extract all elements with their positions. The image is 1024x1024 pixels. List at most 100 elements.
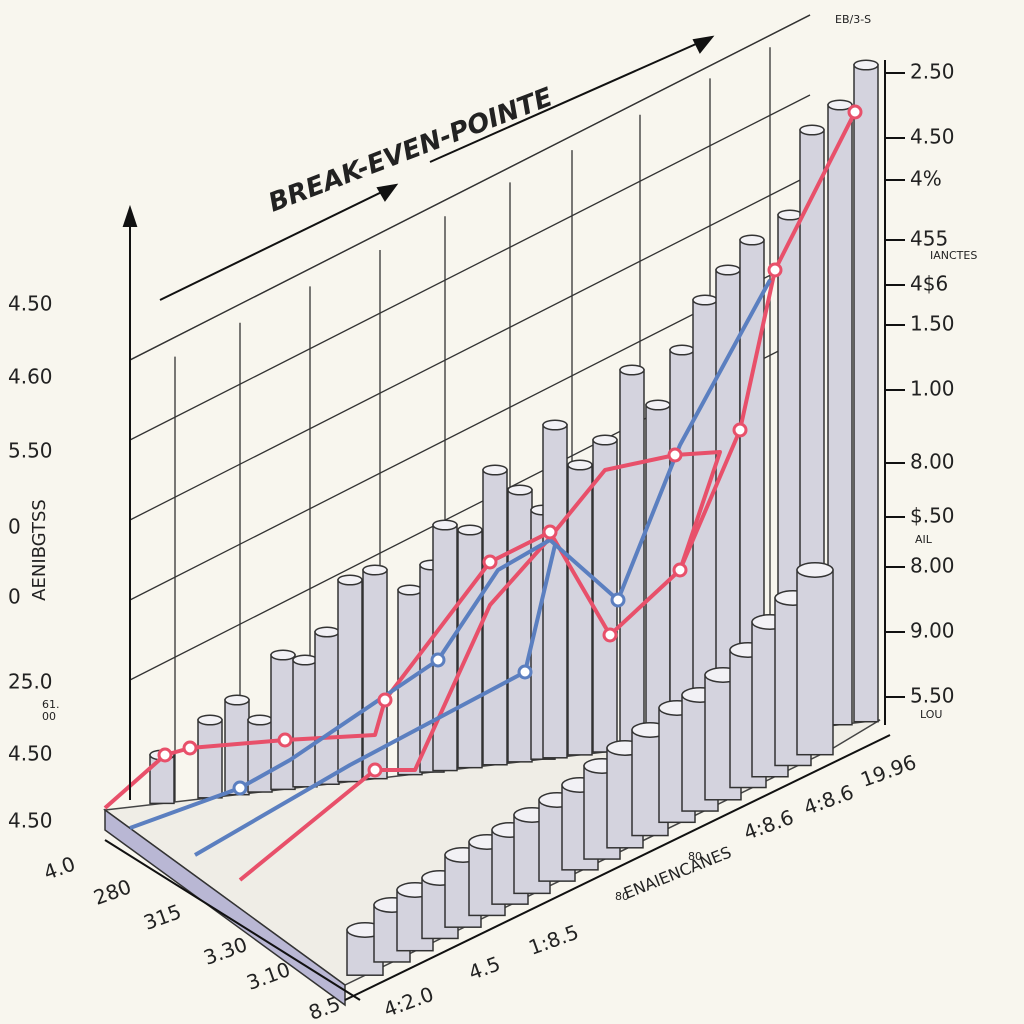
dot <box>847 104 863 120</box>
dot <box>367 762 383 778</box>
right-tick-label: 5.50 <box>910 684 955 708</box>
left-tick-label: 4.60 <box>8 365 53 389</box>
cylinder-body <box>224 699 250 796</box>
cylinder-top <box>197 714 223 726</box>
cylinder-body <box>619 369 645 750</box>
cylinder-top <box>457 524 483 536</box>
blue-line <box>129 279 772 830</box>
cylinder-top <box>592 434 618 446</box>
right-tick-label: 4.50 <box>910 125 955 149</box>
dot <box>182 740 198 756</box>
grid-line <box>129 94 811 441</box>
dot <box>602 627 618 643</box>
cylinder-top <box>692 294 718 306</box>
arrow <box>376 183 399 202</box>
cylinder-body <box>314 631 340 785</box>
cylinder-top <box>777 209 803 221</box>
dot <box>667 447 683 463</box>
grid-line <box>129 14 811 361</box>
dot <box>277 732 293 748</box>
cylinder-top <box>619 364 645 376</box>
right-note: IANCTES <box>930 249 977 262</box>
dots <box>157 104 863 796</box>
floor-edge <box>104 808 346 1007</box>
left-tick-label: 25.0 <box>8 670 53 694</box>
cylinder-body <box>482 469 508 766</box>
cylinder-top <box>715 264 741 276</box>
left-tick-label: 4.50 <box>8 742 53 766</box>
cylinder-top <box>796 562 834 578</box>
cylinder-top <box>645 399 671 411</box>
cylinder-top <box>482 464 508 476</box>
arrow <box>692 35 715 54</box>
dot <box>430 652 446 668</box>
dot <box>232 780 248 796</box>
dot <box>767 262 783 278</box>
dot <box>672 562 688 578</box>
right-note: EB/3-S <box>835 13 871 26</box>
blue-line-2 <box>193 544 557 857</box>
axes <box>104 35 891 1001</box>
cylinder-top <box>224 694 250 706</box>
dot <box>610 592 626 608</box>
back-bars <box>149 59 879 805</box>
left-tick-label: 4.50 <box>8 809 53 833</box>
arrow <box>122 204 138 227</box>
cylinder-body <box>507 489 533 763</box>
cylinder-top <box>567 459 593 471</box>
cylinder-body <box>337 579 363 783</box>
arrow-line <box>429 39 706 163</box>
right-tick-label: 8.00 <box>910 554 955 578</box>
cylinder-top <box>337 574 363 586</box>
right-tick-label: 4% <box>910 167 942 191</box>
cylinder-top <box>853 59 879 71</box>
right-tick-label: 1.00 <box>910 377 955 401</box>
y-axis-label: AENIBGTSS <box>29 499 50 601</box>
cylinder-top <box>542 419 568 431</box>
left-note: 00 <box>42 710 56 723</box>
x-axis-2 <box>104 839 361 1001</box>
cylinder-body <box>149 754 175 805</box>
bottom-note: 80 <box>615 890 629 903</box>
cylinder-top <box>362 564 388 576</box>
right-tick-label: $.50 <box>910 504 955 528</box>
cylinder-top <box>507 484 533 496</box>
right-tick-label: 2.50 <box>910 60 955 84</box>
left-tick-label: 5.50 <box>8 439 53 463</box>
cylinder-body <box>796 569 834 756</box>
dot <box>542 524 558 540</box>
right-tick-label: 8.00 <box>910 450 955 474</box>
left-tick-label: 4.50 <box>8 292 53 316</box>
bottom-note: 80 <box>688 850 702 863</box>
left-tick-label: 0 <box>8 585 21 609</box>
right-note: LOU <box>920 708 942 721</box>
right-tick-label: 4$6 <box>910 272 948 296</box>
dot <box>732 422 748 438</box>
grid <box>129 14 811 802</box>
cylinder-body <box>362 569 388 780</box>
left-note: 61. <box>42 698 60 711</box>
cylinder-body <box>853 64 879 723</box>
left-tick-label: 0 <box>8 515 21 539</box>
right-note: AIL <box>915 533 933 546</box>
cylinder-top <box>270 649 296 661</box>
dot <box>482 554 498 570</box>
dot <box>517 664 533 680</box>
arrow-line <box>159 187 391 301</box>
grid-line <box>129 174 811 521</box>
dot <box>377 692 393 708</box>
cylinder-top <box>397 584 423 596</box>
cylinder-top <box>314 626 340 638</box>
front-bars <box>346 562 834 976</box>
cylinder-top <box>432 519 458 531</box>
x-axis <box>344 734 891 1001</box>
cylinder-top <box>669 344 695 356</box>
right-tick-label: 455 <box>910 227 948 251</box>
cylinder-top <box>827 99 853 111</box>
right-tick-label: 1.50 <box>910 312 955 336</box>
cylinder-top <box>739 234 765 246</box>
right-tick-label: 9.00 <box>910 619 955 643</box>
cylinder-top <box>799 124 825 136</box>
dot <box>157 747 173 763</box>
